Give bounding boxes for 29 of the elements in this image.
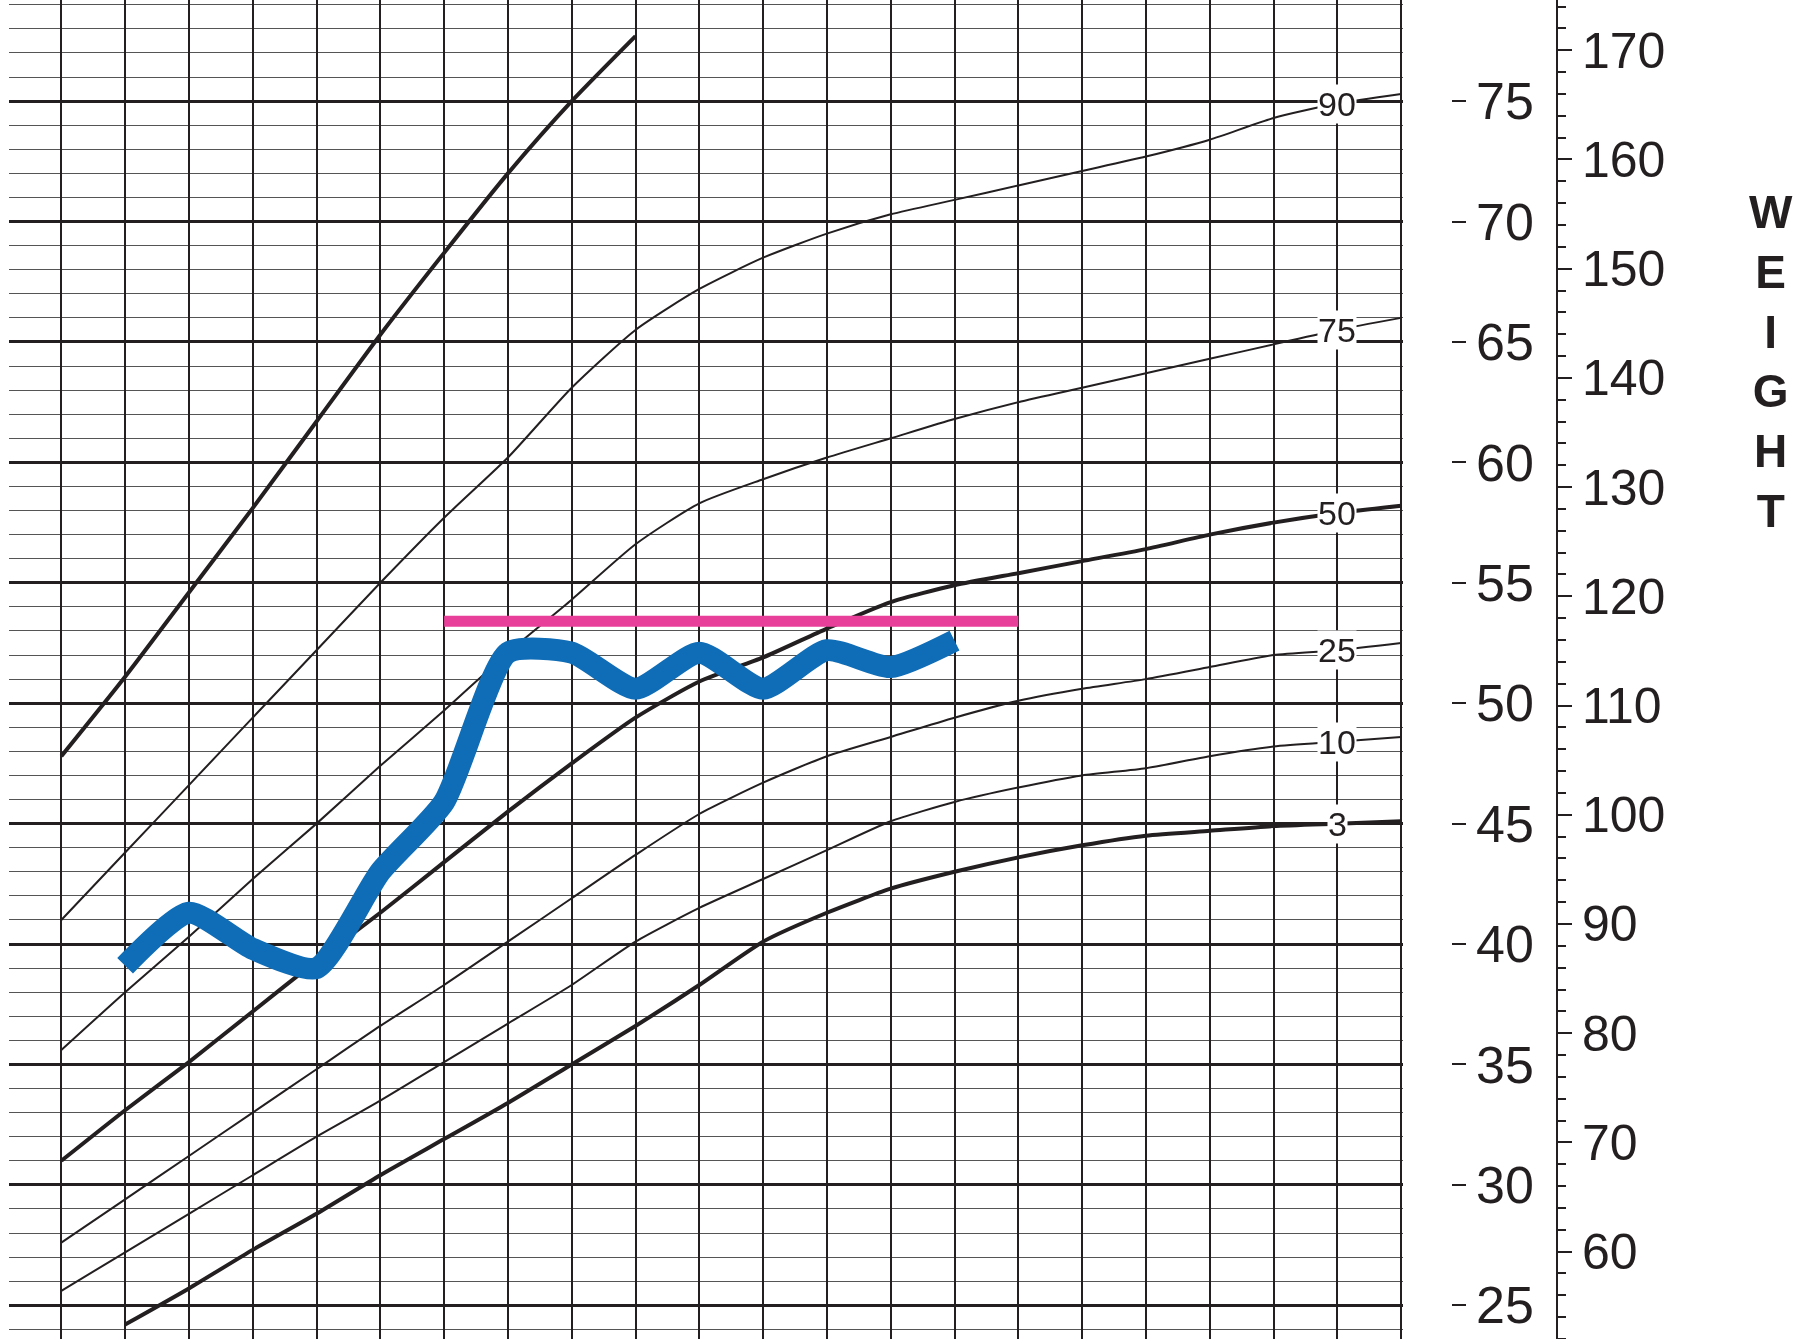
y2-tick-label: 80: [1581, 1005, 1638, 1062]
series-label: 50: [1318, 494, 1356, 532]
y2-tick-label: 100: [1581, 787, 1666, 844]
series-label: 10: [1318, 723, 1356, 761]
y2-tick-label: 110: [1581, 678, 1662, 735]
y2-tick-label: 140: [1581, 350, 1666, 407]
y-tick-label: 50: [1476, 674, 1534, 733]
y-tick-label: 35: [1476, 1035, 1534, 1094]
y-tick-label: 55: [1476, 554, 1534, 612]
series-label: 90: [1318, 85, 1356, 123]
y-tick-label: 45: [1476, 794, 1534, 853]
y2-tick-label: 150: [1581, 241, 1666, 298]
y-tick-label: 65: [1476, 313, 1534, 372]
y2-tick-label: 170: [1581, 22, 1666, 79]
y-tick-label: 30: [1476, 1156, 1534, 1215]
y-tick-label: 60: [1476, 433, 1534, 492]
y2-tick-label: 90: [1581, 896, 1638, 953]
y-tick-label: 75: [1476, 72, 1534, 131]
y-tick-label: 25: [1476, 1276, 1534, 1335]
y2-tick-label: 120: [1581, 568, 1666, 625]
y-tick-label: 70: [1476, 192, 1534, 251]
y-tick-label: 40: [1476, 915, 1534, 974]
y2-tick-label: 160: [1581, 131, 1666, 188]
y2-tick-label: 60: [1581, 1224, 1638, 1281]
y2-axis-title: WEIGHT: [1749, 186, 1793, 537]
y2-tick-label: 130: [1581, 459, 1666, 516]
y2-tick-label: 70: [1581, 1114, 1638, 1171]
series-label: 75: [1318, 311, 1356, 349]
series-label: 25: [1318, 631, 1356, 669]
